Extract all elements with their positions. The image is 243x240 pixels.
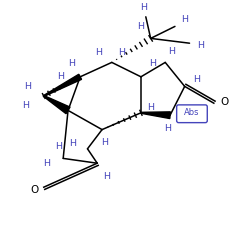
- Text: H: H: [69, 139, 76, 149]
- Polygon shape: [43, 74, 82, 96]
- Text: H: H: [140, 3, 147, 12]
- Text: H: H: [197, 41, 204, 50]
- Text: H: H: [25, 82, 31, 91]
- Text: H: H: [104, 172, 110, 181]
- Text: H: H: [43, 159, 50, 168]
- Text: H: H: [55, 142, 62, 151]
- Text: H: H: [193, 75, 200, 84]
- Text: H: H: [22, 101, 29, 110]
- Text: H: H: [147, 103, 154, 113]
- Polygon shape: [43, 96, 70, 114]
- Text: H: H: [118, 48, 125, 57]
- Text: H: H: [138, 22, 144, 31]
- Text: O: O: [220, 97, 228, 107]
- Text: H: H: [95, 48, 102, 57]
- Text: H: H: [57, 72, 64, 81]
- Text: H: H: [101, 138, 108, 147]
- FancyBboxPatch shape: [177, 105, 207, 123]
- Text: H: H: [150, 59, 156, 68]
- Text: H: H: [181, 15, 188, 24]
- Text: Abs: Abs: [184, 108, 200, 117]
- Text: H: H: [68, 59, 75, 68]
- Text: O: O: [31, 185, 39, 195]
- Text: H: H: [168, 47, 175, 56]
- Polygon shape: [141, 112, 170, 119]
- Text: H: H: [164, 124, 171, 133]
